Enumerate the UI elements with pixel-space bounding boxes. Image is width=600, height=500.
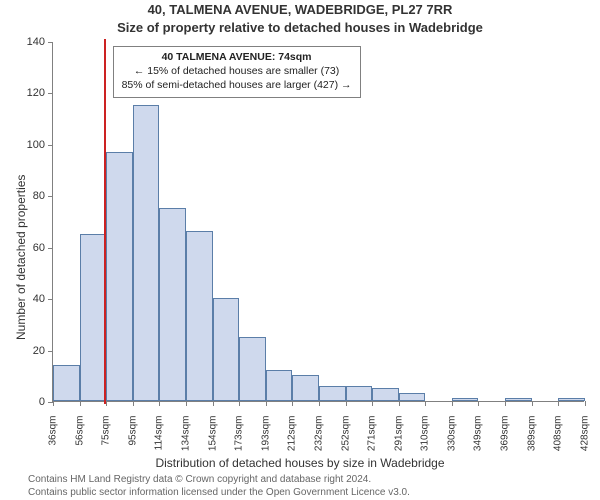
xtick-label: 212sqm bbox=[286, 416, 297, 460]
xtick-label: 310sqm bbox=[419, 416, 430, 460]
xtick-mark bbox=[372, 401, 373, 406]
xtick-mark bbox=[80, 401, 81, 406]
xtick-mark bbox=[346, 401, 347, 406]
ytick-mark bbox=[48, 248, 53, 249]
histogram-bar bbox=[133, 105, 159, 401]
info-box-line1: 40 TALMENA AVENUE: 74sqm bbox=[122, 50, 352, 64]
histogram-bar bbox=[505, 398, 532, 401]
xtick-label: 75sqm bbox=[100, 416, 111, 460]
info-box-line3: 85% of semi-detached houses are larger (… bbox=[122, 78, 352, 92]
xtick-label: 36sqm bbox=[48, 416, 59, 460]
xtick-mark bbox=[53, 401, 54, 406]
xtick-label: 252sqm bbox=[341, 416, 352, 460]
xtick-mark bbox=[399, 401, 400, 406]
histogram-bar bbox=[106, 152, 133, 401]
footer-line2: Contains public sector information licen… bbox=[28, 487, 410, 500]
histogram-bar bbox=[186, 231, 213, 401]
page-title-line2: Size of property relative to detached ho… bbox=[0, 20, 600, 35]
footer-line1: Contains HM Land Registry data © Crown c… bbox=[28, 474, 410, 487]
ytick-label: 80 bbox=[5, 190, 45, 202]
xtick-mark bbox=[478, 401, 479, 406]
xtick-label: 369sqm bbox=[499, 416, 510, 460]
ytick-label: 0 bbox=[5, 396, 45, 408]
xtick-label: 56sqm bbox=[75, 416, 86, 460]
xtick-mark bbox=[319, 401, 320, 406]
xtick-mark bbox=[266, 401, 267, 406]
marker-line bbox=[104, 39, 106, 404]
xtick-label: 95sqm bbox=[128, 416, 139, 460]
info-box-line2: ← 15% of detached houses are smaller (73… bbox=[122, 64, 352, 78]
xtick-mark bbox=[505, 401, 506, 406]
xtick-mark bbox=[452, 401, 453, 406]
info-box: 40 TALMENA AVENUE: 74sqm ← 15% of detach… bbox=[113, 46, 361, 98]
histogram-bar bbox=[159, 208, 186, 401]
xtick-mark bbox=[532, 401, 533, 406]
ytick-label: 20 bbox=[5, 345, 45, 357]
histogram-bar bbox=[213, 298, 239, 401]
ytick-mark bbox=[48, 42, 53, 43]
xtick-mark bbox=[159, 401, 160, 406]
histogram-bar bbox=[292, 375, 319, 401]
ytick-label: 120 bbox=[5, 87, 45, 99]
xtick-mark bbox=[186, 401, 187, 406]
xtick-mark bbox=[558, 401, 559, 406]
xtick-label: 330sqm bbox=[447, 416, 458, 460]
xtick-mark bbox=[292, 401, 293, 406]
histogram-bar bbox=[266, 370, 292, 401]
xtick-label: 232sqm bbox=[314, 416, 325, 460]
xtick-label: 291sqm bbox=[394, 416, 405, 460]
xtick-mark bbox=[239, 401, 240, 406]
xtick-label: 389sqm bbox=[527, 416, 538, 460]
histogram-bar bbox=[239, 337, 266, 401]
histogram-bar bbox=[399, 393, 425, 401]
attribution-footer: Contains HM Land Registry data © Crown c… bbox=[28, 474, 410, 499]
xtick-label: 134sqm bbox=[181, 416, 192, 460]
xtick-mark bbox=[585, 401, 586, 406]
histogram-plot: 40 TALMENA AVENUE: 74sqm ← 15% of detach… bbox=[52, 42, 584, 402]
ytick-label: 60 bbox=[5, 242, 45, 254]
xtick-mark bbox=[133, 401, 134, 406]
xtick-mark bbox=[425, 401, 426, 406]
xtick-label: 114sqm bbox=[153, 416, 164, 460]
ytick-label: 140 bbox=[5, 36, 45, 48]
histogram-bar bbox=[452, 398, 478, 401]
ytick-label: 100 bbox=[5, 139, 45, 151]
histogram-bar bbox=[53, 365, 80, 401]
xtick-label: 154sqm bbox=[208, 416, 219, 460]
page-title-line1: 40, TALMENA AVENUE, WADEBRIDGE, PL27 7RR bbox=[0, 2, 600, 17]
ytick-mark bbox=[48, 351, 53, 352]
histogram-bar bbox=[80, 234, 106, 401]
ytick-mark bbox=[48, 299, 53, 300]
ytick-mark bbox=[48, 196, 53, 197]
ytick-mark bbox=[48, 145, 53, 146]
xtick-label: 271sqm bbox=[366, 416, 377, 460]
xtick-label: 193sqm bbox=[261, 416, 272, 460]
xtick-label: 349sqm bbox=[472, 416, 483, 460]
xtick-mark bbox=[213, 401, 214, 406]
histogram-bar bbox=[346, 386, 372, 401]
ytick-mark bbox=[48, 93, 53, 94]
xtick-mark bbox=[106, 401, 107, 406]
xtick-label: 173sqm bbox=[233, 416, 244, 460]
xtick-label: 428sqm bbox=[580, 416, 591, 460]
xtick-label: 408sqm bbox=[552, 416, 563, 460]
histogram-bar bbox=[372, 388, 399, 401]
ytick-label: 40 bbox=[5, 293, 45, 305]
histogram-bar bbox=[319, 386, 346, 401]
histogram-bar bbox=[558, 398, 585, 401]
